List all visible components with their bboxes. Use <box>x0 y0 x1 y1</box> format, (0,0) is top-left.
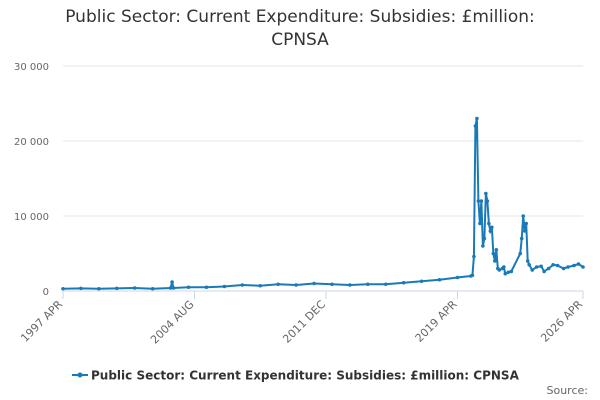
data-point <box>542 269 546 274</box>
data-point <box>132 286 137 290</box>
data-point <box>534 265 539 269</box>
data-point <box>114 286 119 291</box>
data-point <box>503 271 508 276</box>
data-point <box>478 221 482 226</box>
data-point <box>479 199 484 203</box>
data-point <box>519 236 524 241</box>
x-tick-label: 2026 APR <box>538 298 585 345</box>
data-point <box>472 254 476 259</box>
data-point <box>490 225 494 230</box>
data-point <box>566 265 570 269</box>
x-tick-label: 1997 APR <box>18 298 65 345</box>
data-point <box>481 244 485 248</box>
y-tick-label: 0 <box>43 287 49 298</box>
data-point <box>524 221 529 226</box>
chart-title: Public Sector: Current Expenditure: Subs… <box>65 7 535 50</box>
data-point <box>493 259 497 263</box>
data-point <box>276 282 280 287</box>
data-point <box>97 286 101 291</box>
series-line <box>62 118 584 290</box>
data-point <box>240 283 245 287</box>
data-point <box>455 275 460 280</box>
data-point <box>518 251 523 256</box>
source-label: Source: <box>547 384 589 397</box>
data-point <box>488 229 493 233</box>
legend-marker <box>77 372 83 378</box>
data-point <box>258 283 263 288</box>
data-point <box>494 247 499 252</box>
y-tick-label: 10 000 <box>14 212 49 223</box>
y-tick-label: 30 000 <box>14 62 49 73</box>
data-point <box>437 277 442 282</box>
data-point <box>419 279 424 284</box>
data-point <box>186 285 191 290</box>
data-point <box>502 265 506 269</box>
data-point <box>525 259 530 263</box>
data-point <box>551 262 555 267</box>
data-point <box>539 264 543 269</box>
data-point <box>522 229 527 233</box>
data-point <box>476 199 481 203</box>
data-point <box>546 266 551 271</box>
data-point <box>348 283 352 287</box>
data-point <box>482 236 487 241</box>
data-point <box>401 280 406 285</box>
data-point <box>473 124 478 128</box>
data-point <box>506 270 511 275</box>
x-tick-label: 2019 APR <box>413 298 460 345</box>
data-point <box>484 191 488 196</box>
data-point <box>572 263 576 268</box>
data-point <box>222 284 227 289</box>
data-point <box>485 199 490 203</box>
y-tick-label: 20 000 <box>14 137 49 148</box>
data-point <box>470 273 475 278</box>
data-point <box>555 263 560 268</box>
legend-label: Public Sector: Current Expenditure: Subs… <box>91 369 520 383</box>
data-point <box>581 265 585 269</box>
data-point <box>204 285 209 290</box>
data-point <box>491 251 496 256</box>
data-point <box>487 221 491 226</box>
data-point <box>527 262 532 267</box>
data-point <box>509 269 514 274</box>
data-point <box>171 286 176 290</box>
data-point <box>330 282 334 287</box>
data-point <box>561 266 566 271</box>
data-point <box>521 214 526 218</box>
data-point <box>475 116 479 121</box>
data-point <box>170 280 174 284</box>
data-point <box>150 286 155 291</box>
data-point <box>312 281 316 286</box>
x-tick-label: 2004 AUG <box>148 298 197 347</box>
data-point <box>79 286 83 291</box>
data-point <box>294 283 298 287</box>
data-point <box>383 282 388 287</box>
data-point <box>366 282 370 287</box>
data-point <box>497 268 502 272</box>
x-tick-label: 2011 DEC <box>280 298 328 346</box>
data-point <box>61 286 65 291</box>
data-point <box>530 268 534 272</box>
data-point <box>168 286 173 290</box>
data-point <box>576 262 581 266</box>
